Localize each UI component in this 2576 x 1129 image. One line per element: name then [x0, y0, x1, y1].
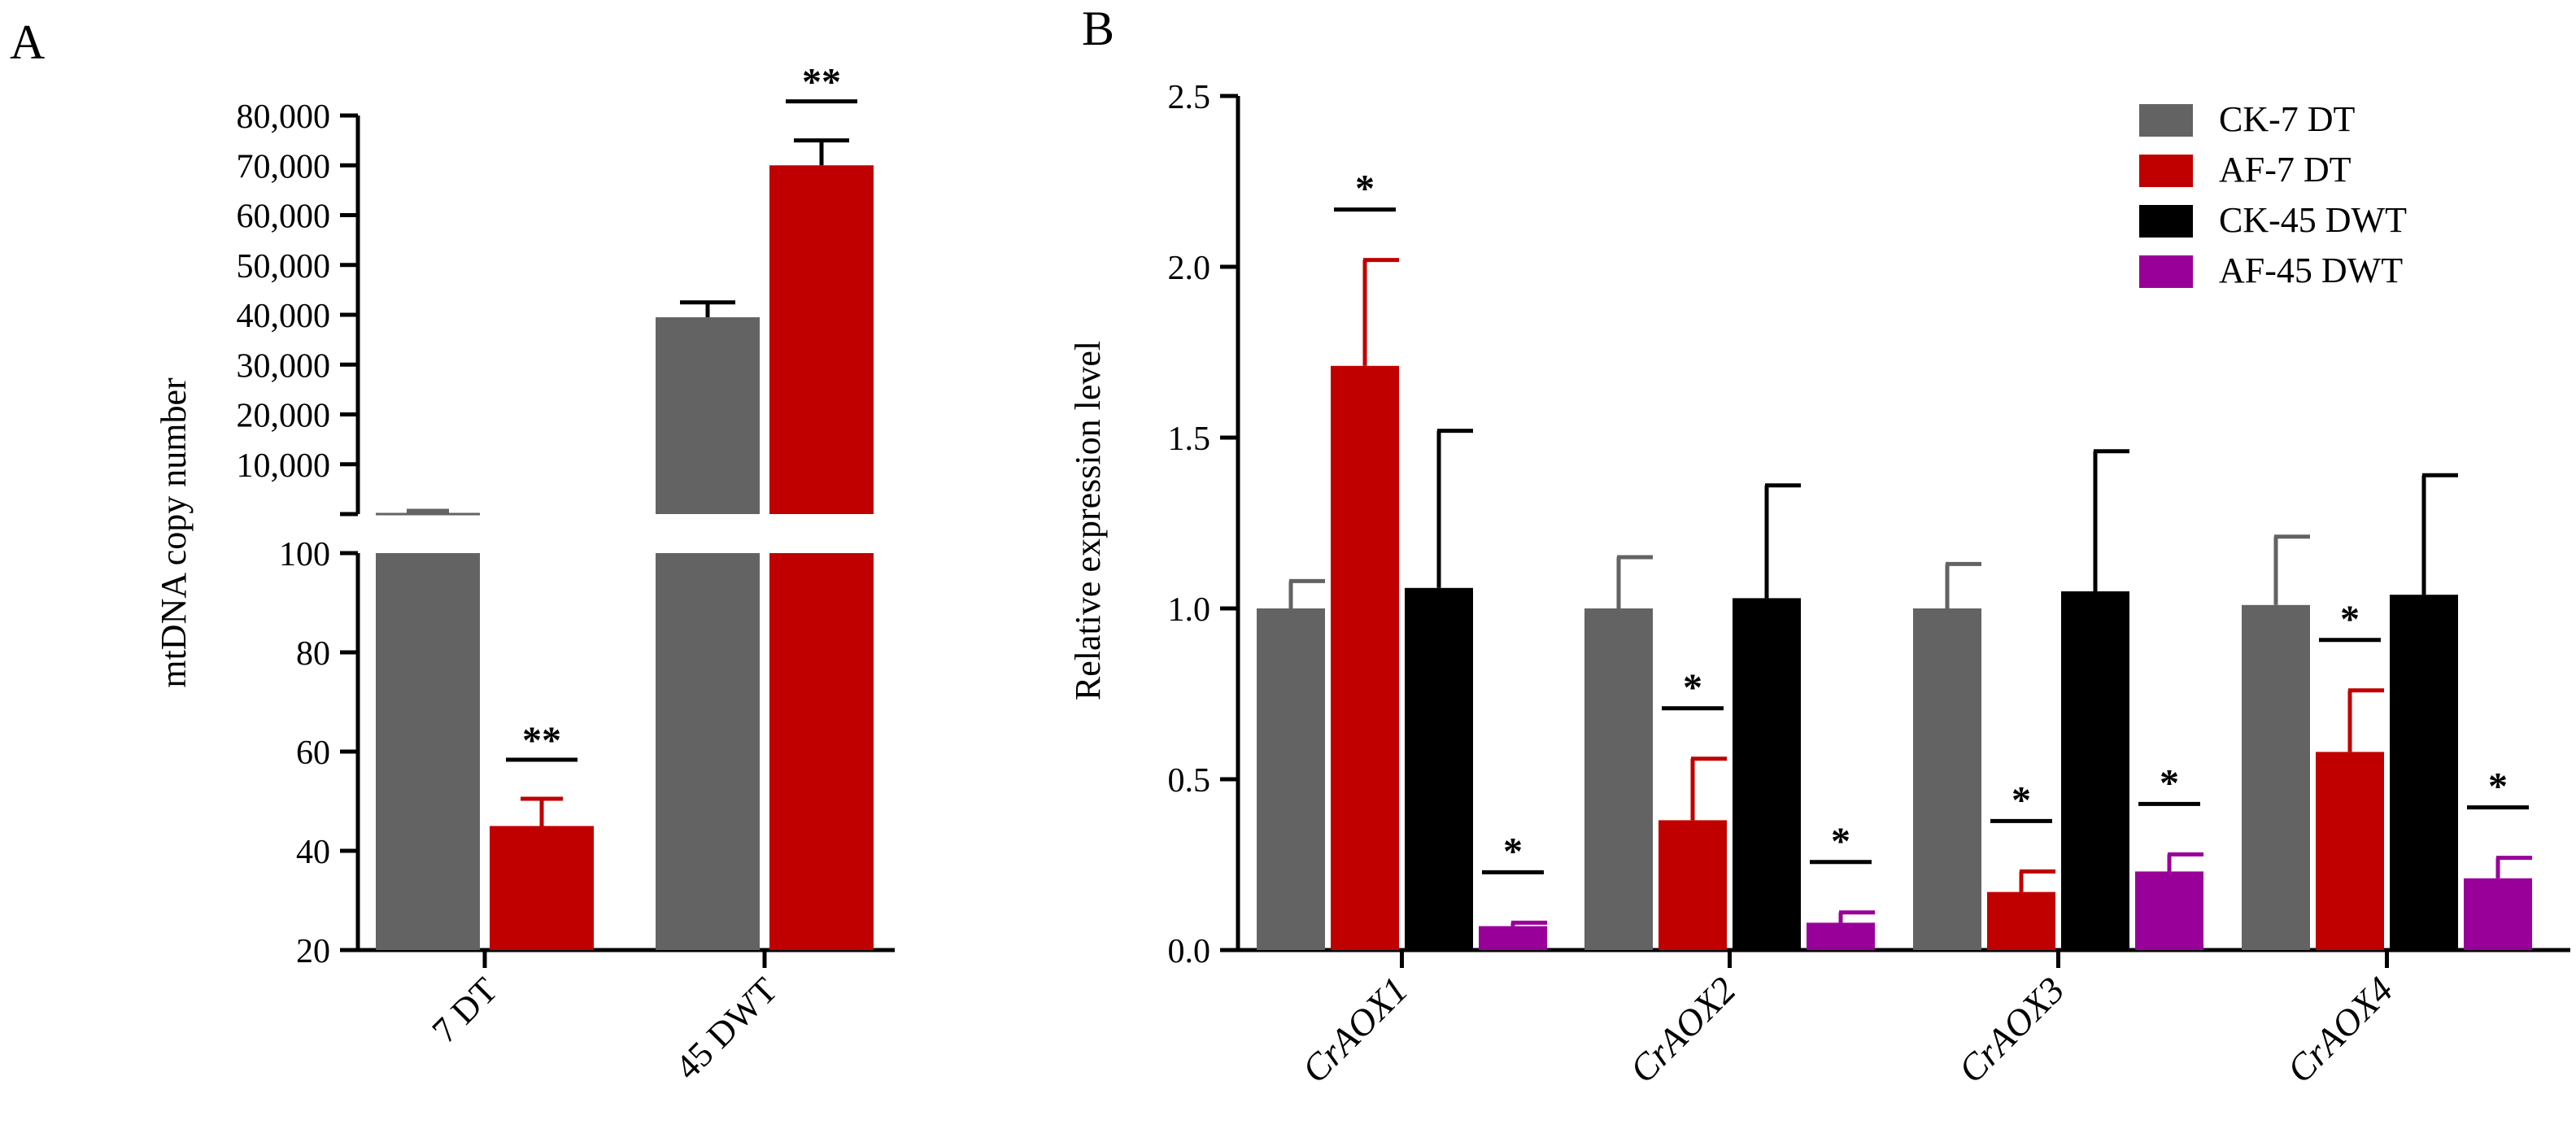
panel-label-a: A	[10, 15, 45, 69]
panel-b-bar-craox2-ck-7-dt	[1584, 608, 1653, 950]
legend-label-ck-45-dwt: CK-45 DWT	[2219, 200, 2407, 240]
panel-b-significance-marker: *	[2012, 778, 2031, 822]
panel-b-significance-marker: *	[1503, 830, 1523, 873]
panel-b-y-tick-label: 1.5	[1168, 421, 1211, 458]
panel-b-bar-craox4-ck-7-dt	[2242, 604, 2310, 950]
panel-b-bar-craox2-ck-45-dwt	[1733, 598, 1801, 950]
panel-a-bar-45-dwt-ck-upper	[656, 317, 760, 514]
panel-a-significance-marker: **	[802, 61, 841, 104]
panel-a-bar-45-dwt-af-upper	[769, 165, 874, 514]
legend-swatch-ck-45-dwt	[2139, 205, 2193, 238]
panel-b-y-tick-label: 0.5	[1168, 762, 1211, 800]
legend-label-af-45-dwt: AF-45 DWT	[2219, 251, 2403, 290]
panel-a-bar-45-dwt-af-lower	[769, 553, 874, 950]
panel-b-x-tick-label: CrAOX1	[1294, 969, 1416, 1091]
panel-b-y-tick-label: 2.0	[1168, 250, 1211, 287]
panel-b-chart: 0.0 0.5 1.0 1.5 2.0 2.5 CrAOX1 CrAOX2 CrAOX3 CrAO…	[1168, 79, 2570, 1091]
panel-b-bar-craox3-af-45-dwt	[2135, 871, 2203, 950]
panel-a-y-tick-label: 10,000	[237, 447, 331, 485]
panel-a-significance-marker: **	[522, 719, 561, 762]
panel-b-significance-marker: *	[1831, 820, 1850, 863]
panel-b-significance-marker: *	[2488, 765, 2508, 809]
panel-a-bar-7-dt-ck	[376, 553, 480, 950]
panel-b-x-tick-label: CrAOX3	[1951, 969, 2073, 1091]
panel-b-y-tick-label: 2.5	[1168, 79, 1211, 116]
panel-b-x-tick-label: CrAOX2	[1622, 969, 1744, 1091]
panel-a-y-tick-label: 40	[296, 834, 330, 871]
panel-label-b: B	[1082, 2, 1114, 55]
panel-b-bar-craox2-af-7-dt	[1658, 820, 1727, 950]
panel-b-bar-craox3-af-7-dt	[1987, 891, 2055, 950]
panel-a-y-tick-label: 30,000	[237, 347, 331, 385]
panel-b-y-axis-title: Relative expression level	[1068, 341, 1108, 700]
panel-a-y-tick-label: 40,000	[237, 298, 331, 335]
panel-a-y-axis-title: mtDNA copy number	[154, 377, 194, 688]
panel-a-y-tick-label: 60,000	[237, 198, 331, 236]
panel-b-y-tick-label: 0.0	[1168, 933, 1211, 970]
panel-a-bar-7-dt-af	[490, 826, 594, 950]
panel-a-y-tick-label: 70,000	[237, 148, 331, 185]
panel-b-significance-marker: *	[1355, 168, 1375, 211]
panel-a-y-tick-label: 80	[296, 635, 330, 673]
panel-a-y-tick-label: 20	[296, 933, 330, 970]
panel-a-y-tick-label: 60	[296, 735, 330, 772]
panel-b-bar-craox2-af-45-dwt	[1807, 922, 1875, 950]
panel-b-bar-craox1-af-45-dwt	[1479, 926, 1547, 950]
panel-b-significance-marker: *	[2340, 598, 2360, 641]
panel-a-x-tick-label: 7 DT	[425, 970, 506, 1051]
panel-a-y-tick-label: 20,000	[237, 398, 331, 435]
panel-a-chart: 20 40 60 80 100 10,000 20,000 30,000 40,000 50,00…	[237, 61, 895, 1088]
legend-label-af-7-dt: AF-7 DT	[2219, 150, 2352, 190]
panel-b-bar-craox3-ck-45-dwt	[2061, 591, 2129, 950]
legend-swatch-af-45-dwt	[2139, 255, 2193, 288]
panel-b-significance-marker: *	[1683, 666, 1702, 709]
legend-label-ck-7-dt: CK-7 DT	[2219, 99, 2356, 139]
panel-b-bar-craox1-af-7-dt	[1331, 365, 1399, 950]
panel-b-bar-craox4-af-45-dwt	[2464, 878, 2532, 950]
panel-a-y-tick-label: 100	[279, 536, 330, 573]
panel-b-bar-craox3-ck-7-dt	[1913, 608, 1981, 950]
panel-b-x-tick-label: CrAOX4	[2279, 969, 2401, 1091]
panel-a-x-tick-label: 45 DWT	[668, 970, 785, 1087]
panel-b-bar-craox4-af-7-dt	[2316, 752, 2384, 950]
panel-a-y-tick-label: 50,000	[237, 248, 331, 286]
panel-b-bar-craox1-ck-45-dwt	[1405, 587, 1473, 950]
legend-swatch-ck-7-dt	[2139, 104, 2193, 137]
panel-b-significance-marker: *	[2160, 761, 2179, 804]
legend-swatch-af-7-dt	[2139, 155, 2193, 187]
panel-b-y-tick-label: 1.0	[1168, 591, 1211, 629]
panel-b-bar-craox1-ck-7-dt	[1257, 608, 1325, 950]
panel-b-bar-craox4-ck-45-dwt	[2390, 595, 2458, 950]
panel-a-y-tick-label: 80,000	[237, 98, 331, 136]
panel-a-bar-45-dwt-ck-lower	[656, 553, 760, 950]
